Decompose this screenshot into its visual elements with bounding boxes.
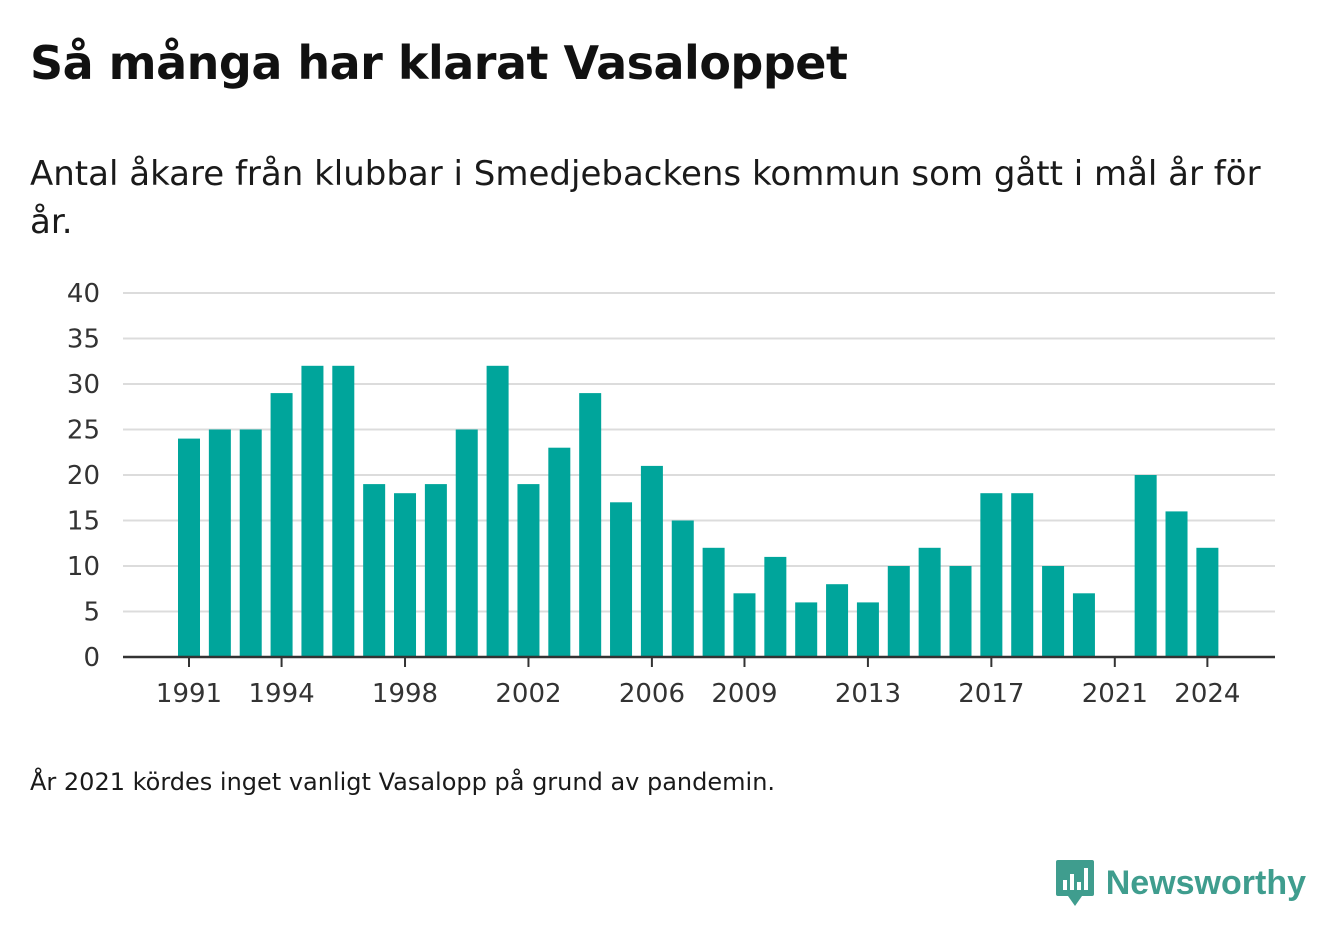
bar-2010 bbox=[764, 556, 787, 657]
bar-2016 bbox=[949, 566, 972, 657]
x-tick-label: 1998 bbox=[372, 679, 438, 709]
bar-1993 bbox=[239, 429, 262, 657]
bar-2011 bbox=[795, 602, 818, 657]
chart-title: Så många har klarat Vasaloppet bbox=[30, 36, 848, 90]
chart-subtitle: Antal åkare från klubbar i Smedjebackens… bbox=[30, 154, 1261, 242]
bar-2020 bbox=[1072, 593, 1095, 657]
bar-2023 bbox=[1165, 511, 1188, 657]
y-tick-label: 25 bbox=[67, 416, 100, 446]
bar-1996 bbox=[332, 365, 355, 657]
bar-2018 bbox=[1011, 493, 1034, 657]
x-tick-label: 2006 bbox=[619, 679, 685, 709]
bar-2008 bbox=[702, 547, 725, 657]
bar-2004 bbox=[579, 393, 602, 657]
bar-1991 bbox=[178, 438, 200, 657]
bar-2005 bbox=[610, 502, 633, 657]
bar-2007 bbox=[671, 520, 694, 657]
chart-footnote: År 2021 kördes inget vanligt Vasalopp på… bbox=[30, 768, 776, 796]
bar-2000 bbox=[455, 429, 478, 657]
y-axis-tick-labels: 0 5 10 15 20 25 30 35 40 bbox=[67, 279, 100, 673]
y-tick-label: 0 bbox=[83, 643, 100, 673]
y-tick-label: 30 bbox=[67, 370, 100, 400]
bar-2012 bbox=[826, 584, 849, 657]
bar-1992 bbox=[208, 429, 231, 657]
y-tick-label: 10 bbox=[67, 552, 100, 582]
x-tick-label: 2002 bbox=[495, 679, 561, 709]
bar-2013 bbox=[856, 602, 879, 657]
x-tick-label: 2024 bbox=[1174, 679, 1240, 709]
bar-2002 bbox=[517, 484, 540, 657]
bar-2006 bbox=[640, 465, 663, 657]
x-tick-label: 2009 bbox=[711, 679, 777, 709]
bar-2022 bbox=[1134, 475, 1157, 657]
brand-name: Newsworthy bbox=[1105, 863, 1306, 902]
bar-2009 bbox=[733, 593, 756, 657]
bar-2003 bbox=[548, 447, 571, 657]
bar-2001 bbox=[486, 365, 509, 657]
x-tick-label: 1991 bbox=[156, 679, 222, 709]
bar-2015 bbox=[918, 547, 941, 657]
y-tick-label: 40 bbox=[67, 279, 100, 309]
y-gridlines bbox=[123, 292, 1275, 613]
bar-2024 bbox=[1196, 547, 1219, 657]
x-tick-label: 2021 bbox=[1082, 679, 1148, 709]
bar-2017 bbox=[980, 493, 1003, 657]
bars bbox=[178, 365, 1219, 657]
x-tick-label: 2013 bbox=[835, 679, 901, 709]
bar-1995 bbox=[301, 365, 324, 657]
y-tick-label: 20 bbox=[67, 461, 100, 491]
bar-chart: 0 5 10 15 20 25 30 35 40 1991 1994 1998 2002 2006 200… bbox=[67, 279, 1275, 709]
bar-1999 bbox=[424, 484, 447, 657]
bar-1998 bbox=[394, 493, 417, 657]
brand-logo: Newsworthy bbox=[1054, 858, 1306, 908]
bar-2019 bbox=[1042, 566, 1065, 657]
x-axis: 1991 1994 1998 2002 2006 2009 2013 2017 2021 2024 bbox=[123, 655, 1275, 709]
y-tick-label: 15 bbox=[67, 507, 100, 537]
newsworthy-logo-icon bbox=[1055, 860, 1094, 906]
y-tick-label: 35 bbox=[67, 325, 100, 355]
y-tick-label: 5 bbox=[83, 598, 100, 628]
x-tick-label: 2017 bbox=[958, 679, 1024, 709]
bar-2014 bbox=[887, 566, 910, 657]
bar-1994 bbox=[270, 393, 293, 657]
x-tick-label: 1994 bbox=[248, 679, 314, 709]
bar-1997 bbox=[363, 484, 386, 657]
